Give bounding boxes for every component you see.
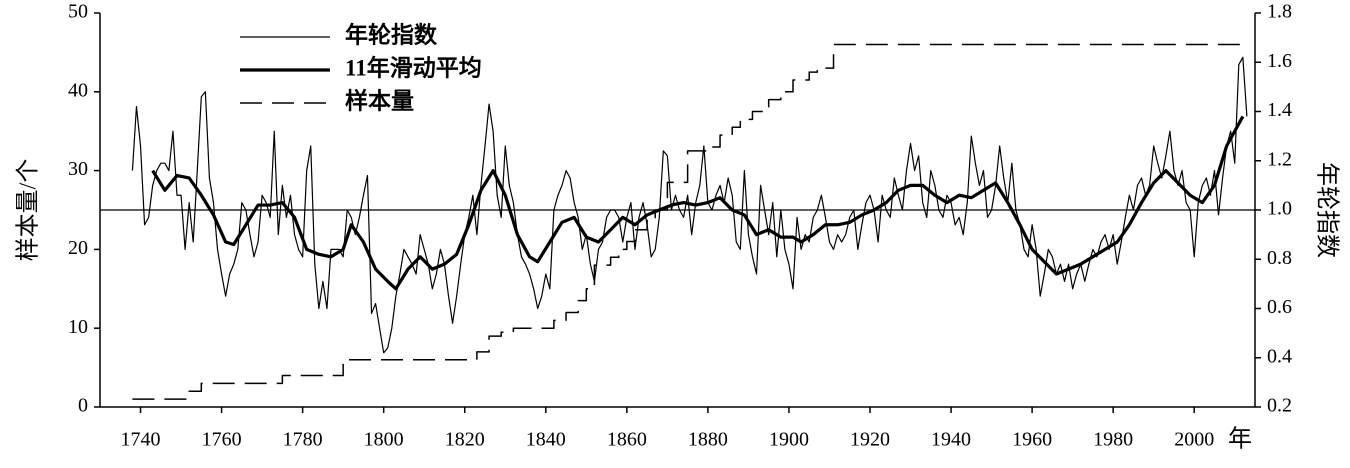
- y2-tick-label: 1.0: [1267, 198, 1292, 220]
- x-tick-label: 1980: [1093, 429, 1133, 451]
- y-tick-label: 20: [68, 237, 88, 259]
- y2-tick-label: 1.6: [1267, 50, 1292, 72]
- x-tick-label: 1820: [445, 429, 485, 451]
- y-axis-label: 样本量/个: [15, 159, 42, 262]
- x-tick-label: 1880: [688, 429, 728, 451]
- y2-tick-label: 1.8: [1267, 1, 1292, 23]
- x-tick-label: 1900: [769, 429, 809, 451]
- y2-tick-label: 1.4: [1267, 99, 1292, 121]
- x-axis-label: 年: [1228, 426, 1252, 453]
- y2-tick-label: 0.4: [1267, 345, 1292, 367]
- legend-label: 年轮指数: [345, 21, 438, 47]
- series-line: [151, 115, 1245, 291]
- x-tick-label: 1840: [526, 429, 566, 451]
- x-tick-label: 1960: [1012, 429, 1052, 451]
- x-tick-label: 2000: [1174, 429, 1214, 451]
- y-tick-label: 40: [68, 79, 88, 101]
- x-tick-label: 1760: [202, 429, 242, 451]
- x-tick-label: 1920: [850, 429, 890, 451]
- y-tick-label: 30: [68, 158, 88, 180]
- y2-tick-label: 0.6: [1267, 296, 1292, 318]
- x-tick-label: 1800: [364, 429, 404, 451]
- x-tick-label: 1740: [121, 429, 161, 451]
- y-tick-label: 10: [68, 316, 88, 338]
- y-tick-label: 50: [68, 1, 88, 23]
- y2-tick-label: 1.2: [1267, 148, 1292, 170]
- y2-axis-label: 年轮指数: [1313, 162, 1340, 258]
- y-tick-label: 0: [78, 395, 88, 417]
- x-tick-label: 1780: [283, 429, 323, 451]
- series-line: [131, 56, 1248, 354]
- legend-label: 样本量: [345, 87, 414, 113]
- y2-tick-label: 0.8: [1267, 247, 1292, 269]
- x-tick-label: 1860: [607, 429, 647, 451]
- legend-label: 11年滑动平均: [345, 54, 482, 80]
- x-tick-label: 1940: [931, 429, 971, 451]
- y2-tick-label: 0.2: [1267, 395, 1292, 417]
- series-line: [132, 43, 1247, 400]
